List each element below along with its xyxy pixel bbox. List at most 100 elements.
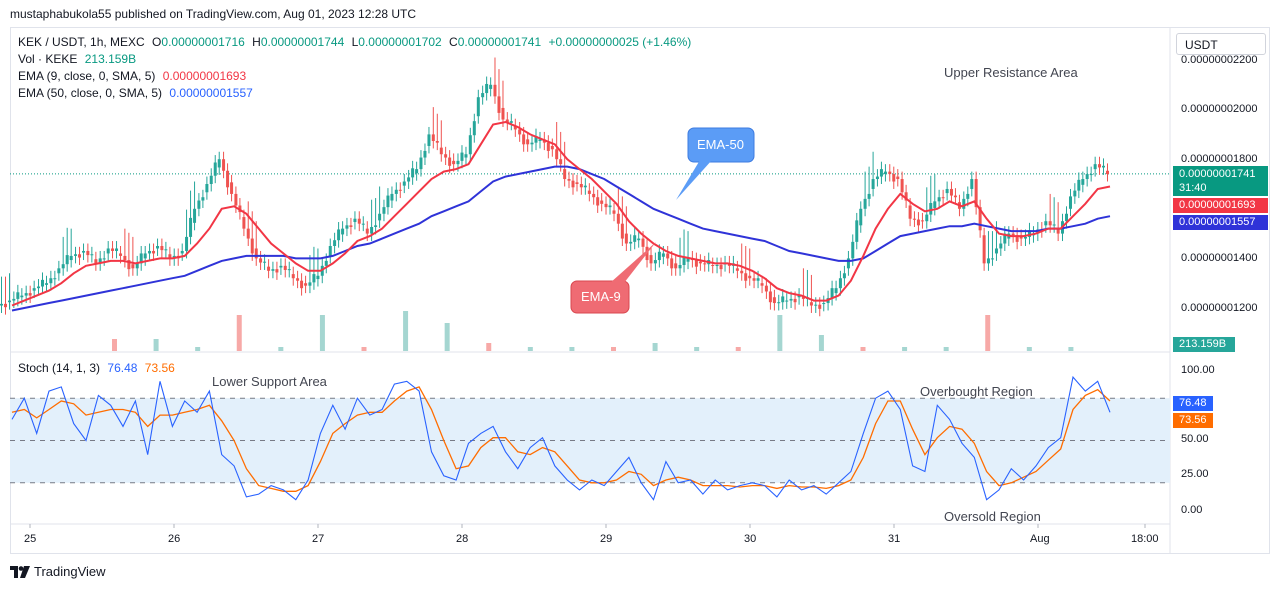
candle-body: [892, 174, 896, 182]
candle-body: [156, 246, 160, 249]
low-label: L: [351, 35, 359, 49]
candle-body: [986, 258, 990, 264]
candle-body: [990, 258, 994, 260]
volume-bar: [1068, 347, 1074, 351]
candle-body: [1048, 221, 1052, 226]
candle-body: [468, 135, 472, 155]
candle-body: [1068, 196, 1072, 209]
candle-body: [756, 278, 760, 281]
time-tick: 27: [312, 533, 325, 545]
candle-body: [592, 193, 596, 198]
volume-bar: [652, 343, 658, 351]
volume-bar: [112, 339, 117, 351]
candle-body: [978, 207, 982, 231]
stoch-tick: 100.00: [1181, 364, 1215, 376]
candle-body: [563, 169, 567, 180]
candle-body: [423, 150, 427, 158]
candle-body: [435, 141, 439, 143]
candle-body: [933, 201, 937, 208]
lower-support-label: Lower Support Area: [212, 374, 327, 389]
candle-body: [160, 246, 164, 251]
candle-body: [1098, 164, 1101, 168]
candle-body: [37, 286, 41, 289]
candle-body: [57, 268, 61, 274]
candle-body: [193, 208, 197, 223]
candle-body: [287, 269, 291, 271]
candle-body: [1077, 179, 1081, 191]
candle-body: [830, 288, 834, 299]
candle-body: [316, 275, 320, 280]
candle-body: [715, 265, 719, 267]
tradingview-logo-icon: [10, 565, 30, 578]
low-value: 0.00000001702: [358, 35, 442, 49]
volume-bar: [569, 347, 575, 351]
candle-body: [497, 96, 501, 113]
candle-body: [670, 258, 674, 269]
candle-body: [143, 253, 147, 259]
candle-body: [1056, 229, 1060, 234]
candle-body: [353, 218, 357, 223]
candle-body: [666, 253, 670, 259]
ema9-price-tag: 0.00000001693: [1173, 198, 1268, 213]
candle-body: [785, 300, 789, 302]
candle-body: [41, 279, 45, 287]
price-tick: 0.00000001800: [1181, 153, 1258, 165]
candle-body: [234, 193, 238, 206]
currency-selector[interactable]: USDT: [1176, 33, 1266, 55]
candle-body: [12, 298, 16, 301]
candle-body: [809, 302, 813, 306]
candle-body: [481, 93, 485, 98]
candle-body: [328, 246, 332, 256]
time-tick: 28: [456, 533, 469, 545]
candle-body: [74, 254, 78, 256]
candle-body: [304, 283, 308, 286]
candle-body: [139, 253, 143, 264]
ema50-callout-box: [687, 127, 755, 163]
candle-body: [226, 170, 230, 188]
high-label: H: [252, 35, 261, 49]
volume-legend[interactable]: Vol · KEKE 213.159B: [18, 52, 140, 66]
candle-body: [994, 248, 998, 254]
candle-body: [600, 200, 604, 204]
candle-body: [999, 243, 1003, 249]
candle-body: [550, 145, 554, 150]
volume-bar: [777, 315, 783, 351]
candle-body: [719, 265, 723, 270]
candle-body: [254, 248, 258, 259]
ema50-legend[interactable]: EMA (50, close, 0, SMA, 5) 0.00000001557: [18, 86, 257, 100]
stoch-tick: 0.00: [1181, 504, 1203, 516]
candle-body: [526, 139, 530, 145]
candle-body: [649, 255, 653, 264]
last-price-tag: 0.00000001741 31:40: [1173, 166, 1268, 196]
ema9-legend[interactable]: EMA (9, close, 0, SMA, 5) 0.00000001693: [18, 69, 250, 83]
price-tick: 0.00000002000: [1181, 103, 1258, 115]
candle-body: [1089, 174, 1093, 176]
tradingview-brand[interactable]: TradingView: [10, 564, 106, 579]
symbol-label[interactable]: KEK / USDT, 1h, MEXC: [18, 35, 145, 49]
candle-body: [764, 285, 768, 292]
candle-body: [538, 139, 542, 142]
price-tick: 0.00000001400: [1181, 252, 1258, 264]
candle-body: [115, 248, 119, 251]
candle-body: [390, 193, 394, 201]
candle-body: [896, 176, 900, 180]
candle-body: [460, 152, 464, 161]
stoch-legend[interactable]: Stoch (14, 1, 3) 76.48 73.56: [18, 361, 179, 375]
candle-body: [365, 228, 369, 234]
candle-body: [567, 179, 571, 181]
candle-body: [760, 283, 764, 286]
candle-body: [180, 250, 184, 254]
ema9-callout-pointer: [610, 242, 656, 283]
candle-body: [637, 238, 641, 241]
candle-body: [493, 84, 497, 97]
candle-body: [555, 149, 559, 160]
candle-body: [148, 250, 152, 254]
upper-resistance-label: Upper Resistance Area: [944, 65, 1078, 80]
candle-body: [431, 134, 435, 142]
candle-body: [411, 168, 415, 178]
volume-bar: [236, 315, 242, 351]
candle-body: [98, 258, 102, 264]
candle-body: [953, 195, 957, 198]
ema9-callout-box: [570, 280, 630, 314]
